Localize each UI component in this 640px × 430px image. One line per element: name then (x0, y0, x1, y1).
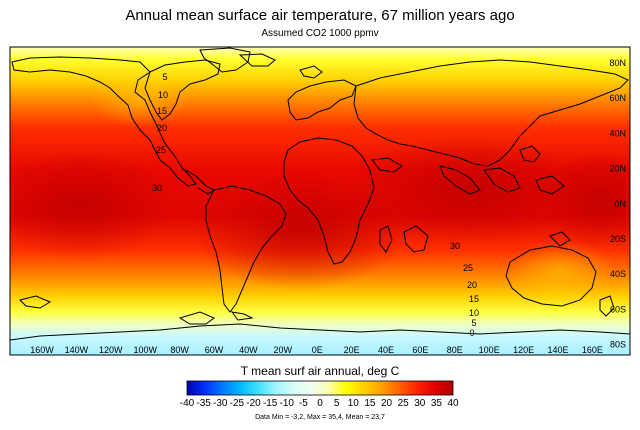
lat-label: 0N (614, 199, 626, 209)
lon-label: 60E (412, 345, 428, 355)
colorbar-tick: 35 (431, 398, 443, 409)
contour-label: 10 (158, 90, 168, 100)
colorbar-tick: 15 (364, 398, 376, 409)
lat-label: 60N (609, 93, 626, 103)
lon-label: 60W (205, 345, 224, 355)
colorbar-tick: 25 (398, 398, 410, 409)
colorbar-tick: 0 (317, 398, 323, 409)
colorbar-tick: 20 (381, 398, 393, 409)
coastlines (10, 47, 630, 341)
contour-label: 5 (471, 318, 476, 328)
lon-label: 20E (344, 345, 360, 355)
contour-label: 25 (463, 263, 473, 273)
colorbar-tick: 10 (348, 398, 360, 409)
contour-label: 0 (469, 328, 474, 338)
lon-label: 40E (378, 345, 394, 355)
lat-label: 20S (610, 234, 626, 244)
colorbar-tick: -40 (180, 398, 195, 409)
contour-label: 20 (157, 123, 167, 133)
latitude-labels: 80N 60N 40N 20N 0N 20S 40S 60S 80S (609, 58, 626, 350)
contour-label: 30 (152, 183, 162, 193)
contour-label: 30 (450, 241, 460, 251)
lon-label: 0E (312, 345, 323, 355)
colorbar-tick-labels: -40 -35 -30 -25 -20 -15 -10 -5 0 5 10 15 20 25 30 35 40 (180, 398, 459, 409)
colorbar-tick: 40 (447, 398, 459, 409)
colorbar-title: T mean surf air annual, deg C (240, 364, 400, 378)
colorbar-tick: -35 (196, 398, 211, 409)
lat-label: 40N (609, 128, 626, 138)
map-frame (9, 46, 631, 356)
chart-subtitle: Assumed CO2 1000 ppmv (261, 28, 379, 39)
lat-label: 40S (610, 269, 626, 279)
lon-label: 80W (170, 345, 189, 355)
colorbar-tick: -15 (263, 398, 278, 409)
lon-label: 80E (447, 345, 463, 355)
lon-label: 160E (582, 345, 603, 355)
colorbar-tick: -25 (230, 398, 245, 409)
data-stats: Data Min = -3,2, Max = 35,4, Mean = 23,7 (255, 414, 385, 421)
lat-label: 80S (610, 340, 626, 350)
colorbar (186, 380, 454, 396)
contour-label: 10 (469, 308, 479, 318)
contour-label: 20 (467, 280, 477, 290)
colorbar-tick: -5 (299, 398, 308, 409)
contour-label: 15 (157, 106, 167, 116)
lat-label: 80N (609, 58, 626, 68)
lon-label: 40W (239, 345, 258, 355)
lon-label: 120W (99, 345, 123, 355)
lon-label: 100W (133, 345, 157, 355)
colorbar-tick: -30 (213, 398, 228, 409)
lon-label: 100E (479, 345, 500, 355)
longitude-labels: 160W 140W 120W 100W 80W 60W 40W 20W 0E 20E 40E 60E 8… (30, 345, 603, 355)
lat-label: 60S (610, 304, 626, 314)
colorbar-tick: 30 (414, 398, 426, 409)
lon-label: 160W (30, 345, 54, 355)
colorbar-tick: 5 (334, 398, 340, 409)
colorbar-tick: -10 (280, 398, 295, 409)
lon-label: 140W (65, 345, 89, 355)
contour-label: 15 (469, 294, 479, 304)
lat-label: 20N (609, 164, 626, 174)
temperature-field (10, 47, 630, 355)
lon-label: 120E (513, 345, 534, 355)
contour-label: 25 (156, 145, 166, 155)
lon-label: 140E (547, 345, 568, 355)
colorbar-tick: -20 (246, 398, 261, 409)
lon-label: 20W (274, 345, 293, 355)
contour-label: 5 (162, 72, 167, 82)
chart-title: Annual mean surface air temperature, 67 … (125, 7, 515, 24)
